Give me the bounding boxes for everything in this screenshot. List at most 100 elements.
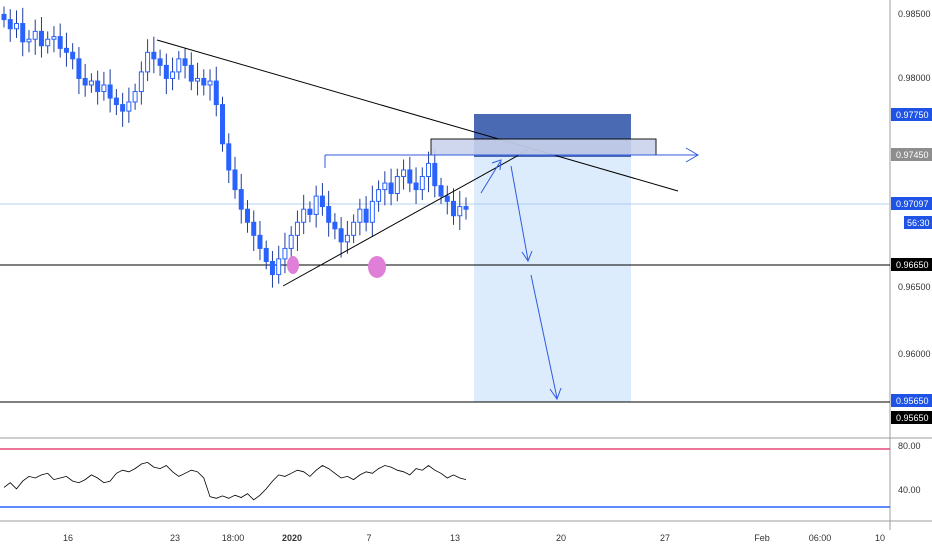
ascending-trendline[interactable] [282,149,529,287]
candle[interactable] [113,97,119,106]
candle[interactable] [351,221,357,236]
candle[interactable] [326,206,332,223]
candle[interactable] [407,169,413,184]
candle[interactable] [438,185,444,197]
time-tick-13: 13 [450,533,460,543]
candle[interactable] [101,84,107,93]
candle[interactable] [76,58,82,79]
candle[interactable] [26,38,32,43]
path-arrow-down-2-head [549,387,562,401]
marker-low-1[interactable] [287,256,299,274]
time-tick-2020: 2020 [282,533,302,543]
candle[interactable] [232,169,238,191]
candle[interactable] [419,176,425,191]
candle[interactable] [45,38,51,47]
candle[interactable] [251,221,257,236]
candle[interactable] [201,77,207,86]
candle[interactable] [344,234,350,243]
candle[interactable] [426,162,432,178]
candle[interactable] [307,208,313,215]
candle[interactable] [451,200,457,217]
candle[interactable] [388,182,394,195]
candle[interactable] [357,208,363,223]
rsi-line[interactable] [3,461,467,501]
candle[interactable] [313,195,319,215]
path-arrow-down-1-head [521,250,533,263]
candle[interactable] [226,143,232,171]
candle[interactable] [70,51,76,60]
candle[interactable] [145,51,151,73]
candle[interactable] [182,58,188,66]
candle[interactable] [332,221,338,230]
candle[interactable] [38,30,44,47]
candle[interactable] [163,64,169,79]
candle[interactable] [376,189,382,202]
candle[interactable] [126,101,132,112]
current-price-label: 0.97097 [896,199,929,209]
candle[interactable] [288,234,294,249]
candle[interactable] [82,77,88,86]
candle[interactable] [63,47,69,53]
candle[interactable] [382,182,388,191]
candle[interactable] [95,80,101,93]
price-tick-98500: 0.98500 [898,9,931,19]
candle[interactable] [195,77,201,82]
candle[interactable] [463,206,469,210]
candle[interactable] [188,64,194,82]
candle[interactable] [301,208,307,223]
candle[interactable] [107,84,113,99]
candle[interactable] [170,71,176,79]
candle[interactable] [213,80,219,106]
candle[interactable] [294,221,300,236]
candle[interactable] [244,208,250,223]
time-tick-1800: 18:00 [222,533,245,543]
time-tick-16: 16 [63,533,73,543]
candle[interactable] [363,208,369,223]
candle[interactable] [282,247,288,260]
candle[interactable] [238,189,244,210]
candle[interactable] [369,200,375,223]
marker-low-2[interactable] [368,256,386,278]
candle[interactable] [413,182,419,191]
candle[interactable] [263,247,269,262]
resistance-box[interactable] [430,138,657,156]
time-tick-23: 23 [170,533,180,543]
candle[interactable] [20,23,26,43]
candle[interactable] [269,260,275,276]
candle[interactable] [444,195,450,202]
path-arrow-up[interactable] [480,161,501,194]
countdown-label: 56:30 [907,218,930,228]
candle[interactable] [51,36,57,40]
candle[interactable] [151,51,157,60]
candle[interactable] [7,19,13,30]
candle[interactable] [207,80,213,86]
candle[interactable] [394,176,400,195]
candle[interactable] [32,30,38,40]
candle[interactable] [276,258,282,276]
candle[interactable] [220,104,226,145]
candle[interactable] [1,13,7,21]
candle[interactable] [120,104,126,112]
target-zone[interactable] [474,157,631,402]
candle[interactable] [132,91,138,103]
candle[interactable] [457,206,463,217]
candle[interactable] [176,58,182,73]
path-arrow-down-1[interactable] [510,165,529,261]
candle[interactable] [257,234,263,249]
path-arrow-down-2[interactable] [530,274,558,399]
candle[interactable] [338,228,344,243]
candle[interactable] [13,23,19,30]
candle[interactable] [401,169,407,178]
descending-trendline[interactable] [156,39,679,192]
candle[interactable] [432,162,438,187]
time-tick-feb: Feb [754,533,770,543]
candle[interactable] [88,80,94,86]
candle[interactable] [57,36,63,49]
candle[interactable] [157,58,163,66]
candle[interactable] [319,195,325,208]
candles[interactable] [1,6,469,288]
price-pane[interactable] [0,0,890,438]
time-tick-10: 10 [875,533,885,543]
candle[interactable] [138,71,144,93]
